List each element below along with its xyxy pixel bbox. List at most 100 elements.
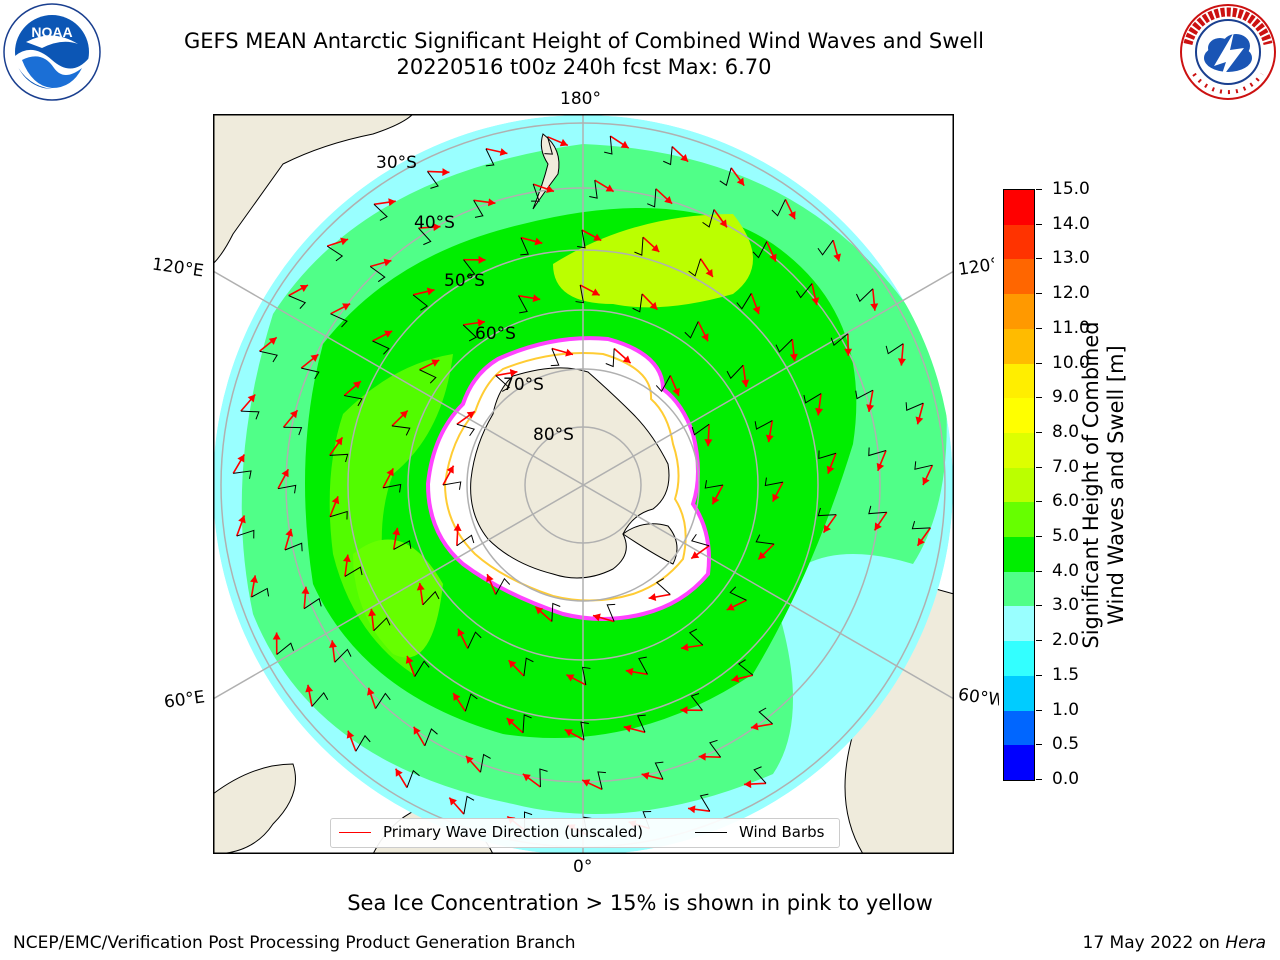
legend-swatch-wind-barbs [695,832,727,833]
wind-barb [355,734,371,752]
wave-direction-arrowhead [405,655,414,664]
wind-barb [288,295,307,309]
lat-label-50s: 50°S [444,271,485,291]
wave-band-5-6m-b [353,539,443,658]
colorbar-title: Significant Height of Combined Wind Wave… [1079,295,1129,675]
wave-direction-arrowhead [250,575,258,583]
wind-barb [726,364,744,380]
wave-direction-arrowhead [386,468,394,477]
wave-direction-arrowhead [758,551,767,560]
wind-barb [329,510,348,520]
lon-label-right-upper-clip: 120°W [954,250,994,290]
colorbar-tick-label: 3.0 [1052,595,1080,616]
wave-direction-arrowhead [335,437,343,446]
wave-direction-arrowhead [285,528,294,537]
wind-barb [544,136,554,155]
colorbar-segment [1004,398,1034,433]
wave-direction-arrowhead [917,537,925,546]
footer-left: NCEP/EMC/Verification Post Processing Pr… [13,933,576,953]
colorbar-tick-mark [1036,362,1042,364]
colorbar-tick-label: 6.0 [1052,491,1080,512]
wind-barb [539,768,548,788]
wave-direction-arrowhead [310,354,319,362]
wind-barb [729,586,747,601]
wind-barb [755,534,775,545]
wave-direction-arrowhead [870,303,879,311]
wind-barb [301,367,320,380]
wind-barb [344,566,363,577]
wave-direction-arrowhead [305,684,314,693]
wave-direction-arrowhead [487,198,496,207]
wind-barb [580,721,589,741]
polar-map [213,114,954,854]
wave-direction-arrowhead [395,768,403,777]
wave-direction-arrowhead [664,196,673,204]
wave-direction-arrowhead [564,729,573,737]
colorbar-title-line1: Significant Height of Combined [1079,321,1103,649]
wind-barb [638,656,648,675]
colorbar-tick-mark [1036,501,1042,503]
wave-direction-arrowhead [811,297,820,306]
legend-swatch-wave-direction [339,832,371,833]
wave-direction-arrowhead [449,797,457,806]
colorbar-segment [1004,675,1034,711]
colorbar-tick-mark [1036,674,1042,676]
wave-direction-arrowhead [465,755,474,764]
colorbar-tick-label: 2.0 [1052,630,1080,651]
wave-direction-arrowhead [342,303,351,311]
wind-barb [463,795,475,815]
wave-direction-arrowhead [705,268,713,277]
lon-label-right-upper: 120°W [956,252,994,280]
wave-direction-arrowhead [299,284,308,292]
wave-direction-arrowhead [922,477,930,486]
wave-direction-arrowhead [535,606,544,615]
wind-barb [414,660,430,677]
wind-barb [276,642,294,655]
wind-barb [412,294,429,311]
wave-direction-arrowhead [815,407,824,416]
wave-direction-arrowhead [433,223,441,232]
wave-direction-arrowhead [591,288,600,296]
map-panel [213,114,954,854]
chart-title: GEFS MEAN Antarctic Significant Height o… [183,29,985,53]
colorbar-segment [1004,710,1034,746]
colorbar-ticks: 0.0 0.5 1.0 1.5 2.0 3.0 4.0 5.0 6.0 7.0 8.0 9.0 10.0… [1036,0,1096,960]
colorbar-tick-label: 8.0 [1052,421,1080,442]
wave-direction-arrowhead [625,667,634,676]
colorbar-tick-mark [1036,293,1042,295]
colorbar-tick-mark [1036,536,1042,538]
wind-barb [233,470,252,479]
lat-label-70s: 70°S [503,375,544,395]
wind-barb [456,423,475,437]
wind-barb [373,203,388,221]
wind-barb [719,167,732,187]
colorbar-tick-mark [1036,709,1042,711]
wave-direction-arrowhead [453,693,461,702]
wind-barb [577,229,586,249]
wave-direction-arrowhead [712,496,720,505]
wind-barb [752,241,768,259]
wave-direction-arrowhead [522,773,531,782]
wind-barb [775,338,793,353]
wind-barb [393,540,412,550]
colorbar-title-line2: Wind Waves and Swell [m] [1104,345,1128,625]
map-legend: Primary Wave Direction (unscaled) Wind B… [330,818,840,848]
colorbar-tick-mark [1036,744,1042,746]
wind-barb [914,461,933,470]
wind-barb [520,237,529,256]
wind-barb [868,505,887,515]
wind-barb [589,180,598,199]
colorbar-segment [1004,606,1034,642]
lon-label-right-lower: 60°W [956,684,999,712]
wave-direction-arrowhead [508,660,517,669]
wind-barb [855,389,874,400]
legend-label-wind-barbs: Wind Barbs [739,823,825,841]
wind-barb [634,237,644,256]
wave-direction-arrowhead [281,469,289,478]
noaa-logo-text: NOAA [31,24,72,40]
wind-barb [427,171,439,189]
wave-direction-arrowhead [741,379,750,387]
lat-label-60s: 60°S [475,324,516,344]
colorbar-tick-mark [1036,570,1042,572]
wave-direction-arrowhead [688,805,696,814]
